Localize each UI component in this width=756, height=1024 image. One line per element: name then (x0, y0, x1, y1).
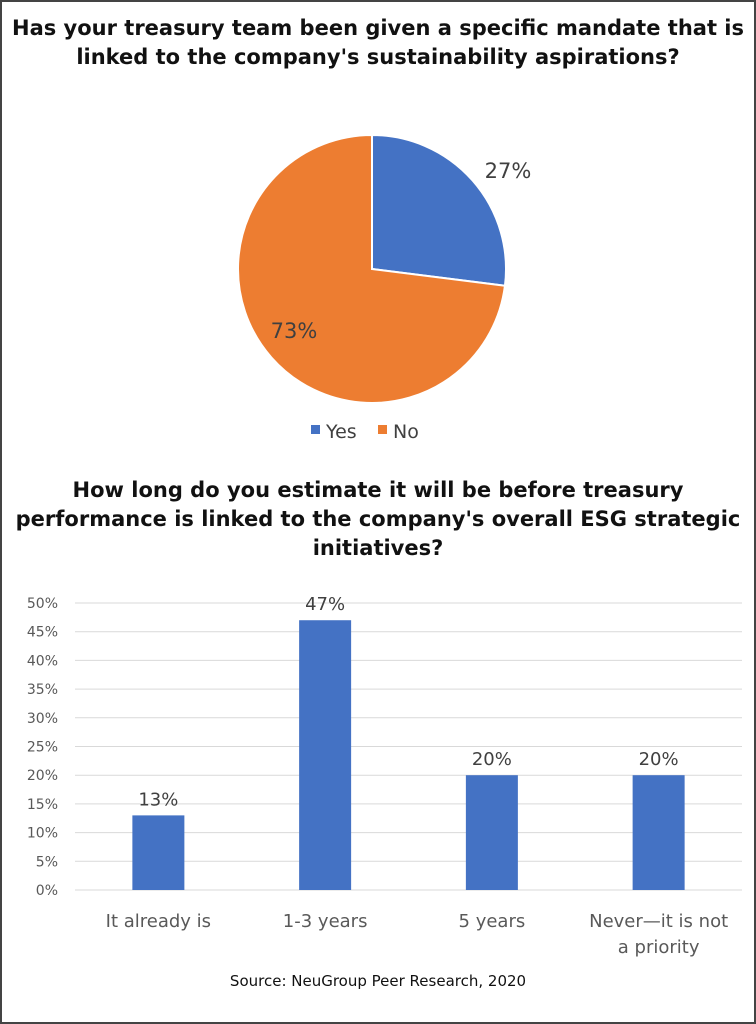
y-tick-label: 0% (36, 883, 58, 899)
bar-data-label: 47% (305, 594, 345, 615)
pie-label-no: 73% (271, 319, 318, 343)
bar-chart-title: How long do you estimate it will be befo… (15, 478, 741, 560)
bar (465, 775, 518, 890)
x-tick-label: It already is (106, 911, 211, 932)
pie-slice-no (237, 133, 507, 404)
x-tick-label: Never—it is not a priority (589, 911, 728, 958)
pie-slice-yes (371, 133, 507, 287)
x-tick-label: 1-3 years (283, 911, 368, 932)
bar-data-label: 20% (639, 749, 679, 770)
source-note: Source: NeuGroup Peer Research, 2020 (229, 972, 527, 990)
legend-swatch-yes (311, 425, 320, 434)
pie-chart-title: Has your treasury team been given a spec… (12, 16, 744, 69)
legend-label-no: No (393, 421, 419, 443)
y-tick-label: 15% (27, 797, 58, 813)
x-tick-label: 5 years (459, 911, 526, 932)
y-tick-label: 20% (27, 768, 58, 784)
bar (299, 620, 352, 890)
legend-label-yes: Yes (325, 421, 357, 443)
bar (132, 815, 185, 890)
y-tick-label: 25% (27, 740, 58, 756)
y-tick-label: 10% (27, 826, 58, 842)
y-tick-label: 30% (27, 711, 58, 727)
bar-data-label: 20% (472, 749, 512, 770)
y-tick-label: 5% (36, 854, 58, 870)
y-tick-label: 50% (27, 596, 58, 612)
bar (632, 775, 685, 890)
y-tick-label: 45% (27, 625, 58, 641)
pie-label-yes: 27% (485, 159, 532, 183)
y-tick-label: 40% (27, 653, 58, 669)
bar-data-label: 13% (138, 789, 178, 810)
legend-swatch-no (378, 425, 387, 434)
y-tick-label: 35% (27, 682, 58, 698)
